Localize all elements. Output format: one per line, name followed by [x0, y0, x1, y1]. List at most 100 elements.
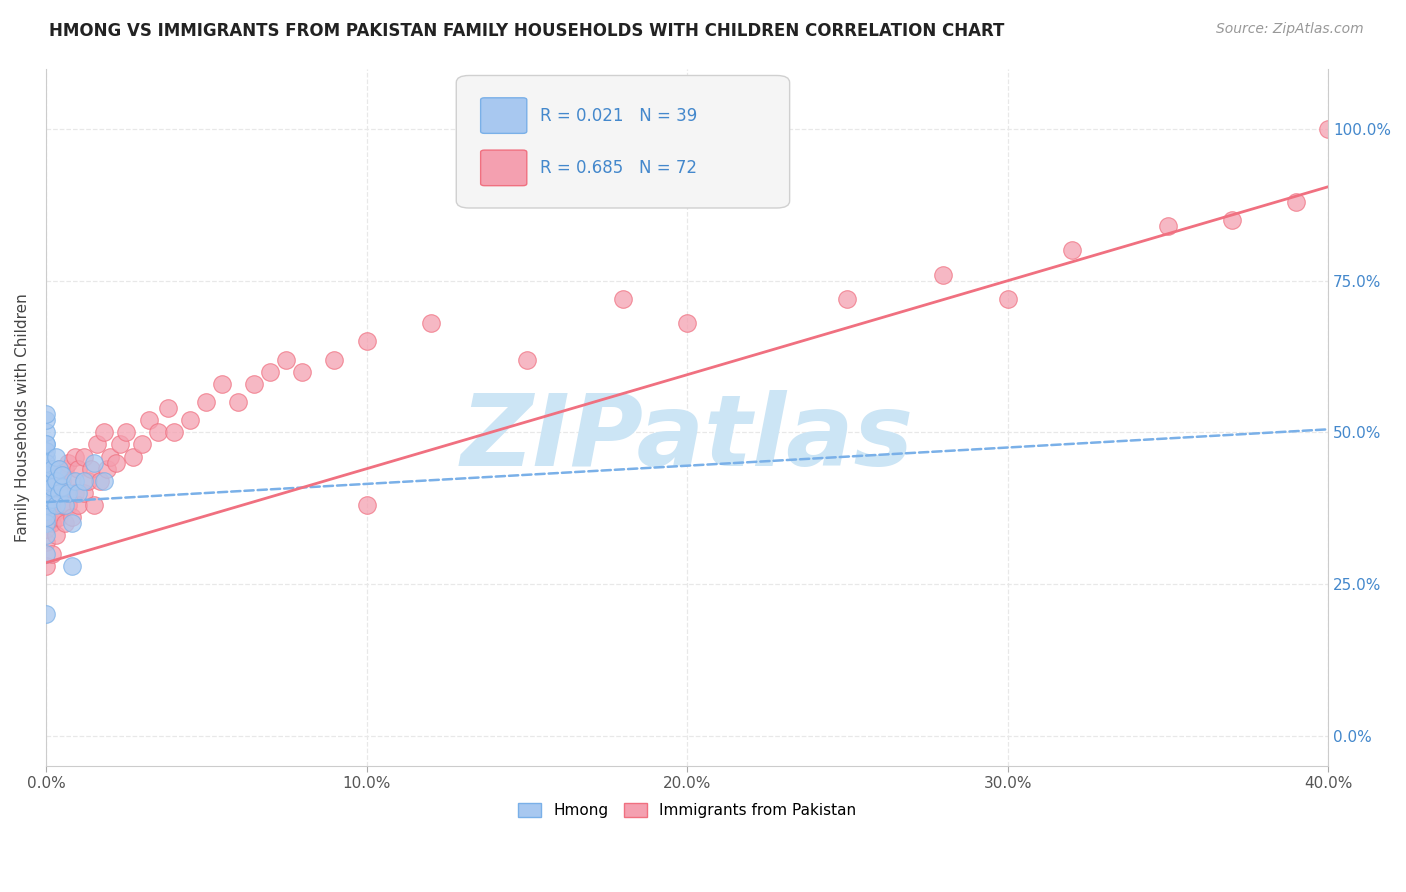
Point [51, 498, 73, 512]
Point [163, 425, 186, 440]
Y-axis label: Family Households with Children: Family Households with Children [15, 293, 30, 541]
Point [35, 474, 58, 488]
Point [35, 437, 58, 451]
Point [997, 292, 1019, 306]
Point [48, 510, 70, 524]
Point [66, 461, 89, 475]
Point [35, 486, 58, 500]
Point [63, 486, 86, 500]
Point [80, 461, 103, 475]
Point [53, 498, 76, 512]
Point [211, 376, 233, 391]
Point [179, 413, 201, 427]
Point [51, 480, 73, 494]
Point [35, 437, 58, 451]
Point [41, 498, 63, 512]
Point [291, 365, 314, 379]
Text: ZIPatlas: ZIPatlas [461, 390, 914, 487]
Point [66, 498, 89, 512]
Point [41, 480, 63, 494]
Point [63, 474, 86, 488]
Point [1317, 122, 1340, 136]
FancyBboxPatch shape [481, 150, 527, 186]
Point [35, 456, 58, 470]
Point [45, 450, 67, 464]
Point [35, 528, 58, 542]
Point [60, 510, 83, 524]
Point [51, 474, 73, 488]
Point [323, 352, 346, 367]
Point [86, 437, 108, 451]
Point [35, 516, 58, 531]
Point [73, 486, 96, 500]
Point [35, 425, 58, 440]
Point [35, 534, 58, 549]
Point [60, 558, 83, 573]
Point [243, 376, 266, 391]
Point [45, 528, 67, 542]
Point [58, 456, 80, 470]
Point [45, 486, 67, 500]
Point [156, 401, 179, 416]
Point [93, 474, 115, 488]
Point [1060, 244, 1083, 258]
Point [96, 461, 118, 475]
Point [58, 498, 80, 512]
FancyBboxPatch shape [481, 98, 527, 134]
Point [108, 437, 131, 451]
Point [419, 316, 441, 330]
Text: HMONG VS IMMIGRANTS FROM PAKISTAN FAMILY HOUSEHOLDS WITH CHILDREN CORRELATION CH: HMONG VS IMMIGRANTS FROM PAKISTAN FAMILY… [49, 22, 1004, 40]
Point [35, 443, 58, 458]
Point [98, 450, 121, 464]
Point [35, 407, 58, 421]
Point [35, 558, 58, 573]
Point [121, 450, 143, 464]
Point [45, 504, 67, 518]
Point [60, 516, 83, 531]
Point [76, 474, 98, 488]
Point [35, 498, 58, 512]
Point [35, 461, 58, 475]
Point [35, 450, 58, 464]
Point [195, 395, 218, 409]
FancyBboxPatch shape [457, 76, 790, 208]
Point [35, 504, 58, 518]
Point [35, 413, 58, 427]
Point [35, 498, 58, 512]
Point [35, 510, 58, 524]
Point [1285, 194, 1308, 209]
Point [226, 395, 249, 409]
Point [73, 450, 96, 464]
Point [105, 456, 128, 470]
Point [146, 425, 169, 440]
Point [93, 425, 115, 440]
Point [48, 486, 70, 500]
Point [48, 461, 70, 475]
Point [83, 498, 105, 512]
Point [35, 461, 58, 475]
Point [276, 352, 298, 367]
Point [48, 486, 70, 500]
Point [516, 352, 538, 367]
Point [131, 437, 153, 451]
Point [83, 456, 105, 470]
Point [259, 365, 281, 379]
Point [60, 474, 83, 488]
Point [612, 292, 634, 306]
Point [1220, 213, 1243, 227]
Point [35, 474, 58, 488]
Point [66, 486, 89, 500]
Point [35, 510, 58, 524]
Point [35, 607, 58, 622]
Point [35, 486, 58, 500]
Point [35, 474, 58, 488]
Point [41, 491, 63, 506]
Point [932, 268, 955, 282]
Point [45, 474, 67, 488]
Point [63, 450, 86, 464]
Point [51, 467, 73, 482]
Text: R = 0.021   N = 39: R = 0.021 N = 39 [540, 107, 697, 125]
Point [73, 474, 96, 488]
Legend: Hmong, Immigrants from Pakistan: Hmong, Immigrants from Pakistan [512, 797, 862, 824]
Point [58, 486, 80, 500]
